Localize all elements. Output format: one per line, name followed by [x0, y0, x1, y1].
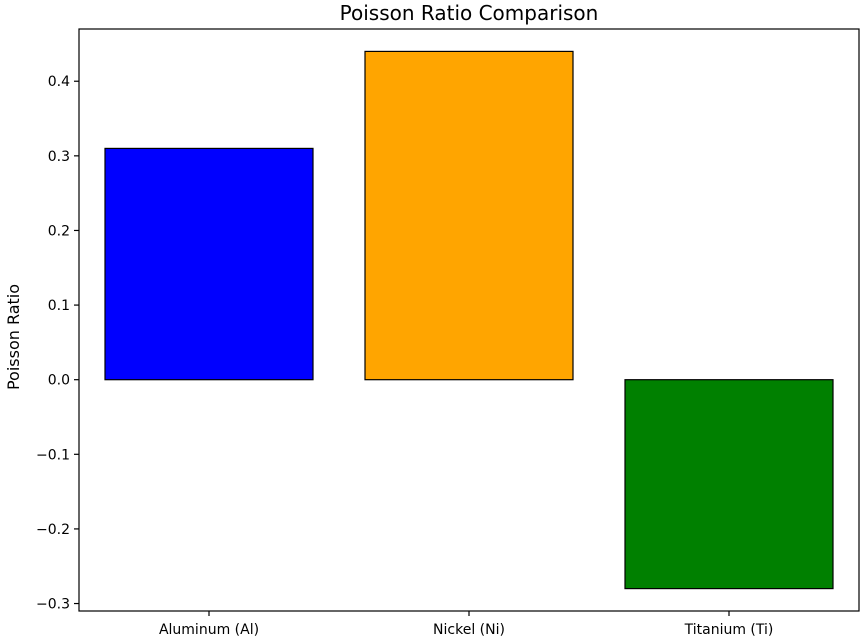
y-ticks-group: −0.3 −0.2 −0.1 0.0 0.1 0.2 0.3 0.4	[36, 74, 79, 613]
axes-frame	[78, 28, 860, 612]
bars-group	[104, 50, 834, 590]
bar-0	[104, 147, 314, 381]
bar-2	[624, 379, 834, 590]
x-tick-label: Aluminum (Al)	[159, 622, 259, 638]
x-ticks-group: Aluminum (Al) Nickel (Ni) Titanium (Ti)	[159, 611, 773, 638]
bar-1	[364, 50, 574, 381]
y-tick-label: −0.3	[36, 597, 70, 613]
y-tick-label: −0.2	[36, 522, 70, 538]
chart-title: Poisson Ratio Comparison	[340, 1, 599, 25]
x-tick-label: Titanium (Ti)	[684, 622, 774, 638]
y-tick-label: 0.4	[48, 74, 70, 90]
y-tick-label: −0.1	[36, 447, 70, 463]
y-tick-label: 0.2	[48, 223, 70, 239]
y-tick-label: 0.3	[48, 149, 70, 165]
x-tick-label: Nickel (Ni)	[433, 622, 505, 638]
y-tick-label: 0.0	[48, 373, 70, 389]
y-tick-label: 0.1	[48, 298, 70, 314]
y-axis-label: Poisson Ratio	[4, 284, 23, 390]
